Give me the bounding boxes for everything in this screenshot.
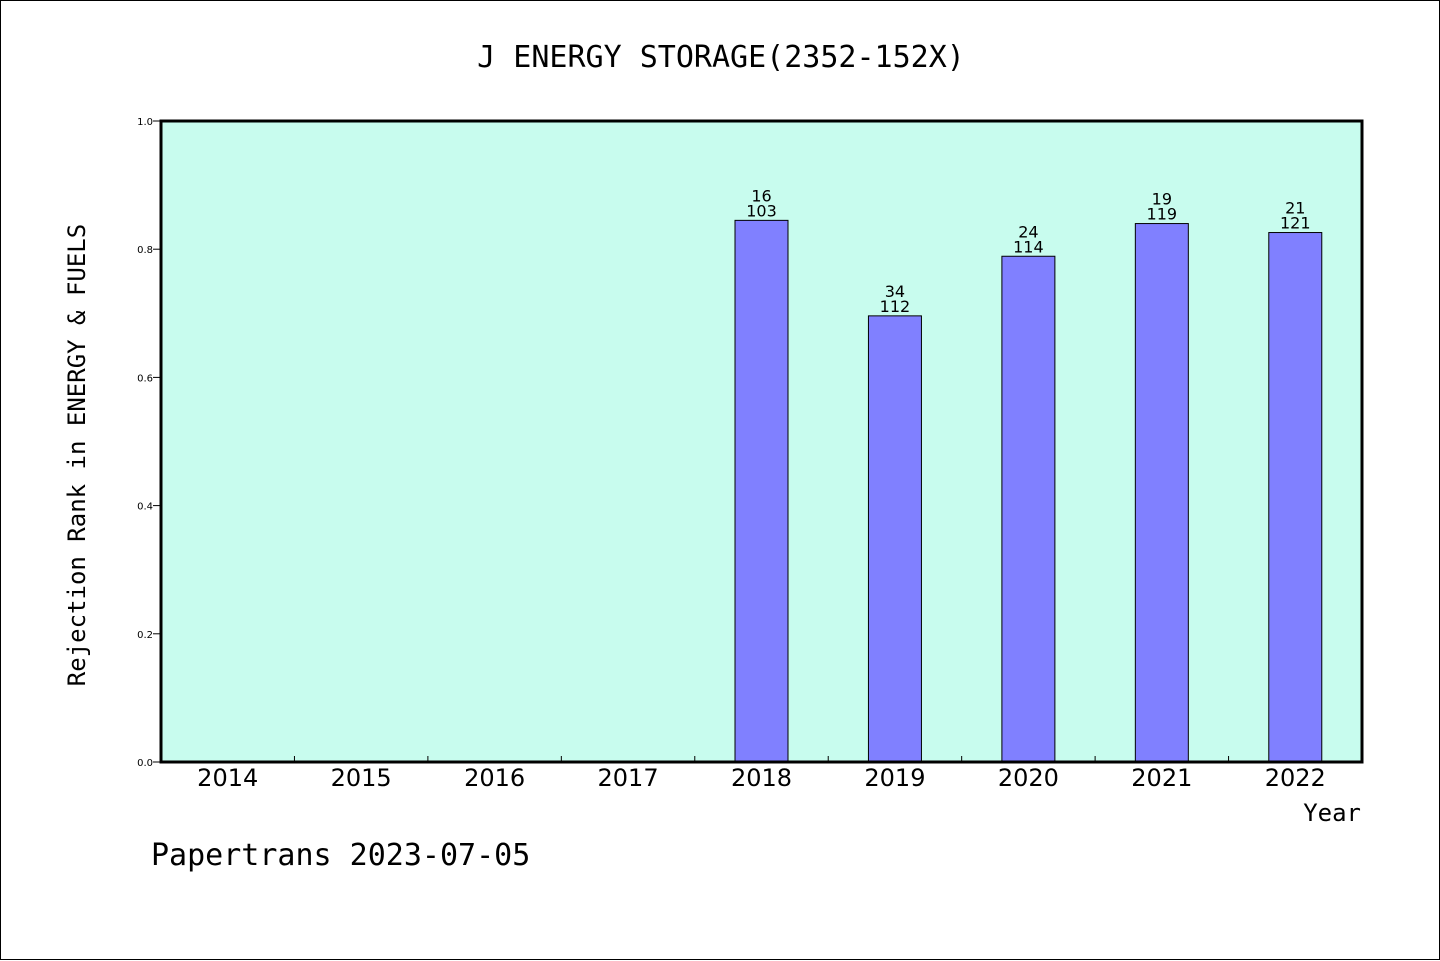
plot-border bbox=[159, 119, 1364, 764]
x-tick-label-2016: 2016 bbox=[464, 764, 525, 792]
y-tick-label: 0.8 bbox=[137, 245, 153, 256]
bar-label-top-2018: 16 bbox=[751, 186, 771, 205]
x-tick-label-2020: 2020 bbox=[998, 764, 1059, 792]
bar-label-bottom-2018: 103 bbox=[746, 201, 777, 220]
bar-label-bottom-2022: 121 bbox=[1280, 214, 1311, 233]
x-tick-label-2021: 2021 bbox=[1131, 764, 1192, 792]
x-tick-label-2017: 2017 bbox=[598, 764, 659, 792]
bar-2021 bbox=[1134, 223, 1189, 763]
y-tick-label: 0.2 bbox=[137, 630, 153, 641]
x-axis-label: Year bbox=[1303, 799, 1361, 827]
bar-2020 bbox=[1001, 255, 1056, 763]
bar-2019 bbox=[867, 315, 922, 763]
chart-title: J ENERGY STORAGE(2352-152X) bbox=[477, 40, 965, 75]
x-tick-label-2014: 2014 bbox=[197, 764, 258, 792]
x-tick-label-2018: 2018 bbox=[731, 764, 792, 792]
bar-label-top-2020: 24 bbox=[1018, 222, 1038, 241]
bar-label-bottom-2019: 112 bbox=[880, 297, 911, 316]
bars-group bbox=[734, 219, 1323, 763]
watermark-text: Papertrans 2023-07-05 bbox=[151, 838, 530, 873]
bar-2018 bbox=[734, 219, 789, 763]
bar-label-bottom-2021: 119 bbox=[1147, 205, 1178, 224]
bar-2022 bbox=[1268, 232, 1323, 763]
y-tick-label: 0.6 bbox=[137, 373, 153, 384]
x-tick-label-2022: 2022 bbox=[1265, 764, 1326, 792]
y-tick-label: 1.0 bbox=[137, 117, 153, 128]
y-tick-label: 0.0 bbox=[137, 758, 153, 769]
y-axis-label: Rejection Rank in ENERGY & FUELS bbox=[63, 224, 91, 686]
x-tick-label-2015: 2015 bbox=[331, 764, 392, 792]
bar-label-top-2022: 21 bbox=[1285, 199, 1305, 218]
y-axis: 0.0 0.2 0.4 0.6 0.8 1.0 bbox=[137, 117, 161, 769]
bar-label-top-2021: 19 bbox=[1152, 190, 1172, 209]
y-tick-label: 0.4 bbox=[137, 502, 153, 513]
x-tick-label-2019: 2019 bbox=[864, 764, 925, 792]
x-axis: 2014 2015 2016 2017 2018 2019 2020 2021 2022 bbox=[197, 756, 1326, 792]
bar-label-bottom-2020: 114 bbox=[1013, 237, 1044, 256]
bar-label-top-2019: 34 bbox=[885, 282, 905, 301]
